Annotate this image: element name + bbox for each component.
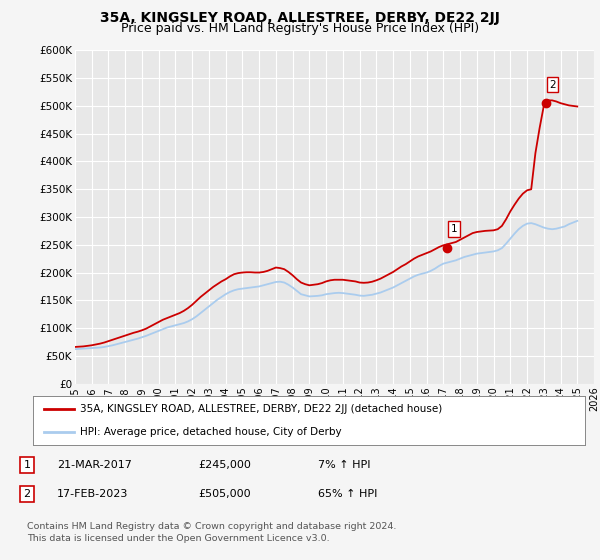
Text: 17-FEB-2023: 17-FEB-2023 [57, 489, 128, 499]
Text: 2: 2 [549, 80, 556, 90]
Text: 1: 1 [451, 224, 457, 234]
Text: 21-MAR-2017: 21-MAR-2017 [57, 460, 132, 470]
Text: Price paid vs. HM Land Registry's House Price Index (HPI): Price paid vs. HM Land Registry's House … [121, 22, 479, 35]
Text: 7% ↑ HPI: 7% ↑ HPI [318, 460, 371, 470]
Text: Contains HM Land Registry data © Crown copyright and database right 2024.
This d: Contains HM Land Registry data © Crown c… [27, 522, 397, 543]
Text: 65% ↑ HPI: 65% ↑ HPI [318, 489, 377, 499]
Text: 35A, KINGSLEY ROAD, ALLESTREE, DERBY, DE22 2JJ (detached house): 35A, KINGSLEY ROAD, ALLESTREE, DERBY, DE… [80, 404, 442, 414]
Text: £245,000: £245,000 [198, 460, 251, 470]
Text: 2: 2 [23, 489, 31, 499]
Text: 1: 1 [23, 460, 31, 470]
Text: 35A, KINGSLEY ROAD, ALLESTREE, DERBY, DE22 2JJ: 35A, KINGSLEY ROAD, ALLESTREE, DERBY, DE… [100, 11, 500, 25]
Text: HPI: Average price, detached house, City of Derby: HPI: Average price, detached house, City… [80, 427, 341, 437]
Text: £505,000: £505,000 [198, 489, 251, 499]
